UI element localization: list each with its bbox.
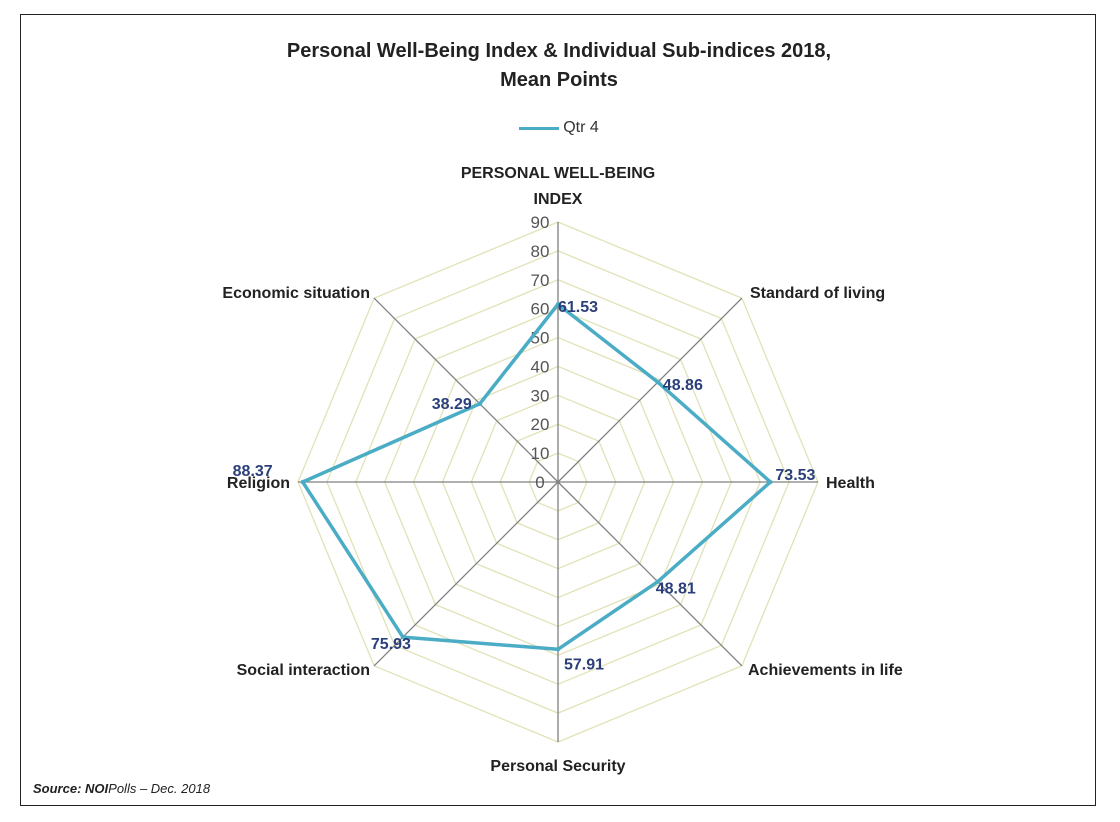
- tick-label: 0: [535, 473, 544, 492]
- tick-label: 60: [531, 300, 550, 319]
- data-point: [555, 647, 561, 652]
- data-point: [655, 579, 660, 584]
- tick-label: 70: [531, 271, 550, 290]
- chart-title: Personal Well-Being Index & Individual S…: [21, 37, 1097, 95]
- data-point: [768, 479, 773, 485]
- axis-spoke: [557, 297, 743, 483]
- data-point: [655, 379, 661, 385]
- data-label: 48.86: [663, 377, 703, 394]
- chart-title-line-2: Mean Points: [500, 69, 618, 91]
- data-label: 57.91: [564, 656, 604, 673]
- data-label: 75.93: [371, 636, 411, 653]
- data-label: 61.53: [558, 299, 598, 316]
- data-label: 48.81: [656, 581, 696, 598]
- data-point: [477, 401, 482, 406]
- source-note: Source: NOIPolls – Dec. 2018: [33, 781, 210, 796]
- category-label: PERSONAL WELL-BEING: [461, 165, 655, 182]
- chart-title-line-1: Personal Well-Being Index & Individual S…: [286, 40, 832, 62]
- category-label: Economic situation: [222, 285, 370, 302]
- legend: Qtr 4: [21, 119, 1097, 137]
- data-label: 38.29: [432, 396, 472, 413]
- category-label: Religion: [227, 475, 290, 492]
- tick-label: 20: [531, 415, 550, 434]
- tick-label: 40: [531, 357, 550, 376]
- data-point: [400, 634, 406, 640]
- axis-spoke: [373, 297, 559, 483]
- tick-label: 10: [531, 444, 550, 463]
- source-label: Source:: [33, 781, 82, 796]
- category-label: Health: [826, 475, 875, 492]
- axis-spoke: [373, 481, 559, 667]
- legend-label: Qtr 4: [563, 119, 599, 136]
- category-label: Personal Security: [490, 758, 625, 775]
- source-rest: Polls – Dec. 2018: [108, 781, 211, 796]
- tick-label: 80: [531, 242, 550, 261]
- category-label: INDEX: [534, 191, 583, 208]
- tick-label: 90: [531, 213, 550, 232]
- tick-label: 30: [531, 386, 550, 405]
- data-point: [555, 302, 561, 307]
- category-label: Social interaction: [237, 662, 370, 679]
- data-label: 73.53: [775, 467, 815, 484]
- axis-spoke: [557, 481, 743, 667]
- category-label: Standard of living: [750, 285, 885, 302]
- data-point: [300, 479, 305, 485]
- data-label: 88.37: [233, 463, 273, 480]
- source-org: NOI: [85, 781, 109, 796]
- legend-swatch: [519, 126, 560, 130]
- category-label: Achievements in life: [748, 662, 903, 679]
